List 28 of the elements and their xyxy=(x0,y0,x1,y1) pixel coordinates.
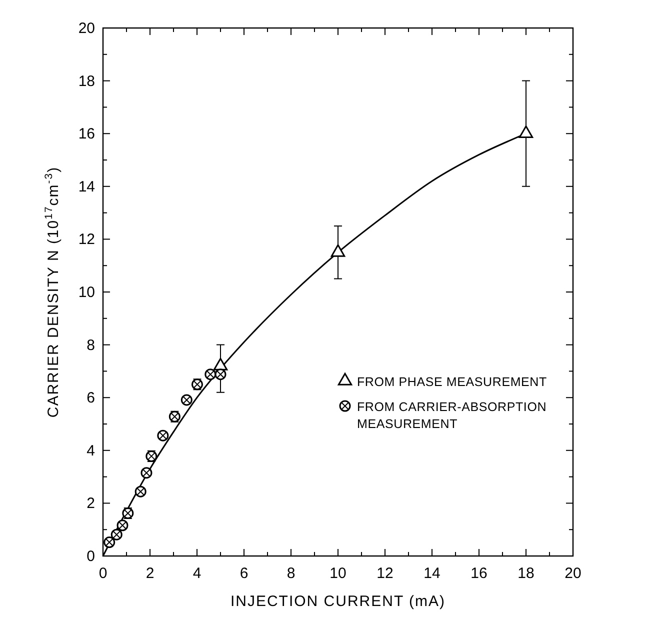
legend-label: FROM CARRIER-ABSORPTION MEASUREMENT xyxy=(357,400,547,431)
x-tick-label: 16 xyxy=(470,565,488,582)
x-tick-label: 0 xyxy=(98,565,108,582)
y-tick-label: 10 xyxy=(78,284,95,301)
x-tick-label: 12 xyxy=(376,565,394,582)
point xyxy=(518,126,534,138)
y-tick-label: 20 xyxy=(78,20,95,37)
x-tick-label: 18 xyxy=(518,565,534,582)
y-tick-label: 18 xyxy=(78,72,95,90)
x-tick-label: 2 xyxy=(146,565,154,582)
y-tick-label: 14 xyxy=(78,178,95,196)
x-tick-label: 8 xyxy=(286,565,296,582)
x-tick-label: 4 xyxy=(192,565,202,582)
y-tick-label: 4 xyxy=(86,442,95,460)
y-tick-label: 16 xyxy=(78,126,95,143)
x-axis-title: INJECTION CURRENT (mA) xyxy=(230,593,446,610)
legend-label: FROM PHASE MEASUREMENT xyxy=(357,375,548,389)
x-tick-label: 10 xyxy=(330,565,346,582)
point xyxy=(213,358,228,370)
x-tick-label: 14 xyxy=(424,565,440,582)
y-tick-label: 8 xyxy=(86,336,95,354)
y-tick-label: 0 xyxy=(86,548,95,565)
point xyxy=(330,244,346,257)
y-tick-label: 2 xyxy=(86,495,95,512)
x-tick-label: 6 xyxy=(240,565,248,582)
y-tick-label: 12 xyxy=(78,231,95,248)
x-tick-label: 20 xyxy=(564,565,582,582)
y-tick-label: 6 xyxy=(86,390,95,407)
